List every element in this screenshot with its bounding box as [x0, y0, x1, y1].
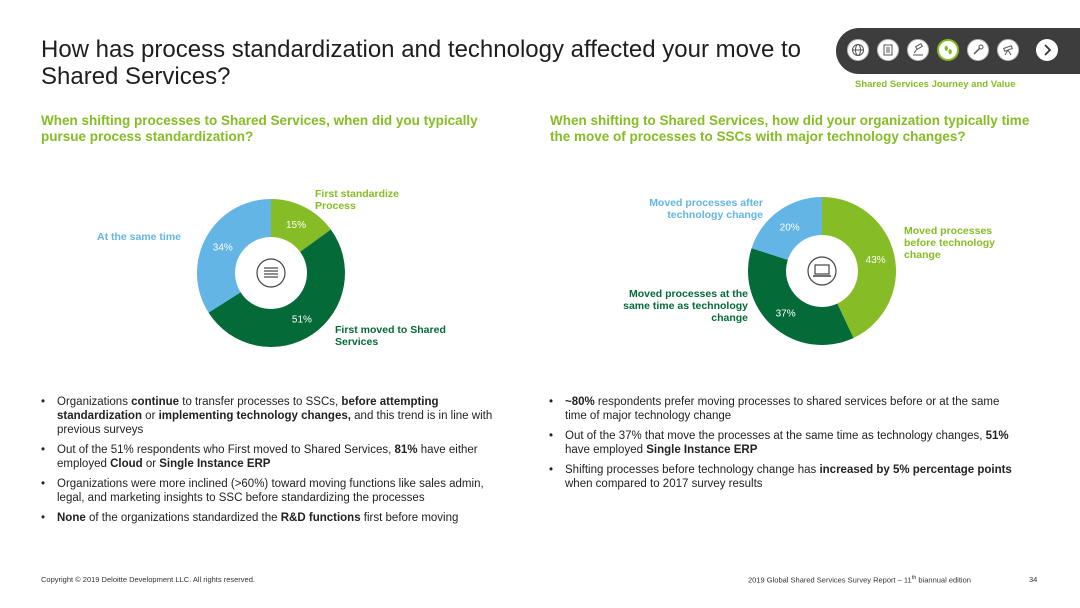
telescope-icon[interactable]	[997, 39, 1019, 61]
left-bullet-item: None of the organizations standardized t…	[41, 511, 501, 525]
label-moved-before: Moved processes before technology change	[904, 225, 996, 261]
wrench-icon[interactable]	[967, 39, 989, 61]
footer-edition-text: biannual edition	[916, 575, 971, 585]
donut-slice	[208, 229, 345, 347]
label-moved-same: Moved processes at the same time as tech…	[623, 288, 748, 324]
label-same-time: At the same time	[97, 231, 182, 243]
laptop-icon	[807, 256, 837, 286]
donut-slice	[271, 199, 331, 252]
copyright-text: Copyright © 2019 Deloitte Development LL…	[41, 575, 255, 584]
right-question: When shifting to Shared Services, how di…	[550, 113, 1030, 144]
left-donut-chart: 15% 51% 34%	[196, 199, 345, 347]
footer-report-text: 2019 Global Shared Services Survey Repor…	[748, 575, 912, 585]
right-bullet-list: ~80% respondents prefer moving processes…	[549, 395, 1019, 497]
page-number: 34	[1029, 575, 1038, 584]
slice-value-label: 34%	[213, 243, 233, 254]
journey-nav-bar	[836, 28, 1080, 74]
right-bullet-item: Shifting processes before technology cha…	[549, 463, 1019, 491]
right-donut-chart: 43% 37% 20%	[748, 197, 896, 345]
document-icon[interactable]	[877, 39, 899, 61]
right-bullet-item: Out of the 37% that move the processes a…	[549, 429, 1019, 457]
donut-slice	[196, 199, 271, 313]
left-question: When shifting processes to Shared Servic…	[41, 113, 478, 144]
label-first-moved: First moved to Shared Services	[335, 324, 446, 348]
donut-slice	[748, 248, 854, 345]
list-icon	[256, 258, 286, 288]
next-arrow-icon[interactable]	[1036, 39, 1058, 61]
slice-value-label: 20%	[780, 223, 800, 234]
left-bullet-item: Organizations continue to transfer proce…	[41, 395, 501, 437]
gavel-icon[interactable]	[907, 39, 929, 61]
right-bullet-item: ~80% respondents prefer moving processes…	[549, 395, 1019, 423]
left-bullet-list: Organizations continue to transfer proce…	[41, 395, 501, 531]
globe-icon[interactable]	[847, 39, 869, 61]
footprints-icon[interactable]	[937, 39, 959, 61]
slice-value-label: 15%	[286, 220, 306, 231]
page-title: How has process standardization and tech…	[41, 36, 802, 90]
slice-value-label: 37%	[776, 308, 796, 319]
footer-superscript: th	[911, 575, 917, 581]
slice-value-label: 51%	[292, 314, 312, 325]
donut-slice	[751, 197, 822, 260]
label-moved-after: Moved processes after technology change	[649, 197, 763, 221]
donut-slice	[822, 197, 896, 338]
left-bullet-item: Organizations were more inclined (>60%) …	[41, 477, 501, 505]
report-title-footer: 2019 Global Shared Services Survey Repor…	[748, 575, 971, 585]
slice-value-label: 43%	[866, 255, 886, 266]
nav-caption: Shared Services Journey and Value	[855, 79, 1016, 90]
left-bullet-item: Out of the 51% respondents who First mov…	[41, 443, 501, 471]
label-first-standardize: First standardize Process	[315, 188, 400, 212]
